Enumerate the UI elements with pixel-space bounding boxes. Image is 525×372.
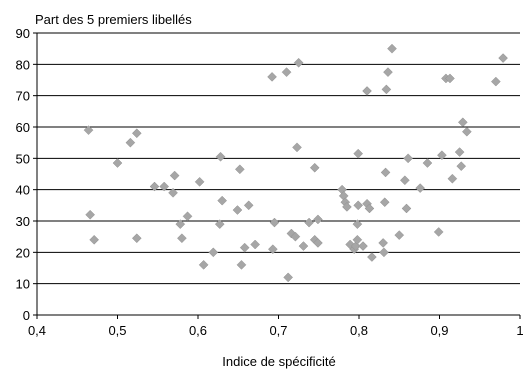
x-tick-labels: 0,4 0,5 0,6 0,7 0,8 0,9 1 bbox=[28, 323, 524, 338]
data-point bbox=[378, 238, 389, 248]
data-point bbox=[394, 230, 405, 240]
axes bbox=[33, 32, 521, 319]
data-point bbox=[379, 247, 389, 258]
data-point bbox=[194, 176, 205, 187]
data-point bbox=[182, 211, 193, 222]
data-point bbox=[131, 233, 142, 244]
data-point bbox=[83, 125, 94, 135]
data-point bbox=[159, 181, 170, 192]
data-point bbox=[383, 67, 393, 78]
data-point bbox=[353, 148, 364, 159]
y-tick-label: 70 bbox=[16, 89, 30, 104]
data-point bbox=[422, 158, 433, 168]
data-point bbox=[367, 252, 377, 262]
y-tick-label: 0 bbox=[23, 308, 30, 323]
x-axis-title: Indice de spécificité bbox=[222, 354, 335, 369]
data-point bbox=[381, 84, 392, 95]
data-point bbox=[215, 151, 226, 162]
data-point bbox=[175, 219, 186, 229]
data-point bbox=[313, 214, 323, 225]
data-point bbox=[437, 150, 447, 161]
data-point bbox=[217, 195, 228, 206]
data-point bbox=[352, 234, 363, 245]
data-point bbox=[498, 53, 508, 63]
data-point bbox=[293, 57, 304, 68]
data-point bbox=[281, 67, 292, 78]
data-point bbox=[309, 162, 320, 173]
data-point bbox=[401, 203, 412, 214]
data-point bbox=[208, 247, 219, 258]
data-point bbox=[342, 202, 352, 212]
data-point bbox=[168, 187, 178, 198]
data-point bbox=[313, 238, 323, 248]
y-tick-label: 60 bbox=[16, 120, 30, 135]
data-point bbox=[304, 217, 314, 228]
data-point bbox=[169, 170, 180, 181]
data-point bbox=[131, 128, 142, 139]
x-tick-label: 0,9 bbox=[430, 323, 448, 338]
data-point bbox=[433, 227, 444, 237]
data-point bbox=[364, 203, 375, 214]
data-point bbox=[268, 244, 278, 255]
y-tick-label: 30 bbox=[16, 214, 30, 229]
data-point bbox=[125, 137, 136, 148]
data-point bbox=[292, 142, 302, 153]
data-point bbox=[456, 161, 467, 172]
x-tick-label: 0,4 bbox=[28, 323, 46, 338]
y-tick-labels: 0 10 20 30 40 50 60 70 80 90 bbox=[16, 26, 30, 323]
data-point bbox=[379, 197, 390, 208]
data-point bbox=[380, 167, 391, 178]
data-point bbox=[415, 183, 426, 193]
data-point bbox=[445, 73, 455, 84]
data-point bbox=[457, 117, 468, 128]
data-point bbox=[283, 272, 294, 283]
x-tick-label: 1 bbox=[516, 323, 523, 338]
x-tick-label: 0,5 bbox=[108, 323, 126, 338]
data-point bbox=[250, 239, 261, 250]
data-point bbox=[358, 241, 368, 251]
data-point bbox=[267, 72, 277, 82]
data-point bbox=[400, 175, 410, 186]
data-point bbox=[462, 126, 472, 137]
y-tick-label: 80 bbox=[16, 57, 30, 72]
y-tick-label: 50 bbox=[16, 151, 30, 166]
data-point bbox=[243, 200, 254, 211]
gridlines bbox=[37, 32, 520, 285]
data-point bbox=[362, 86, 372, 96]
data-point bbox=[387, 43, 397, 54]
y-tick-label: 20 bbox=[16, 245, 30, 260]
y-tick-label: 10 bbox=[16, 277, 30, 292]
data-point bbox=[298, 241, 309, 251]
data-point bbox=[232, 205, 243, 215]
data-point bbox=[214, 219, 225, 229]
data-point bbox=[454, 147, 465, 157]
y-tick-label: 40 bbox=[16, 183, 30, 198]
y-tick-label: 90 bbox=[16, 26, 30, 41]
data-point bbox=[149, 181, 160, 192]
x-tick-label: 0,8 bbox=[350, 323, 368, 338]
data-point bbox=[490, 76, 501, 87]
data-point bbox=[352, 219, 363, 229]
data-point bbox=[235, 164, 245, 175]
data-point bbox=[403, 153, 413, 164]
data-point bbox=[447, 173, 458, 184]
data-point bbox=[353, 200, 364, 211]
x-tick-label: 0,6 bbox=[189, 323, 207, 338]
x-tick-label: 0,7 bbox=[269, 323, 287, 338]
data-points bbox=[83, 43, 508, 283]
data-point bbox=[236, 260, 247, 270]
data-point bbox=[239, 242, 250, 253]
data-point bbox=[177, 233, 187, 244]
data-point bbox=[269, 217, 280, 228]
data-point bbox=[112, 158, 123, 168]
data-point bbox=[85, 209, 95, 220]
data-point bbox=[89, 234, 100, 245]
data-point bbox=[198, 260, 209, 270]
data-point bbox=[290, 231, 301, 242]
y-axis-title: Part des 5 premiers libellés bbox=[35, 12, 192, 27]
